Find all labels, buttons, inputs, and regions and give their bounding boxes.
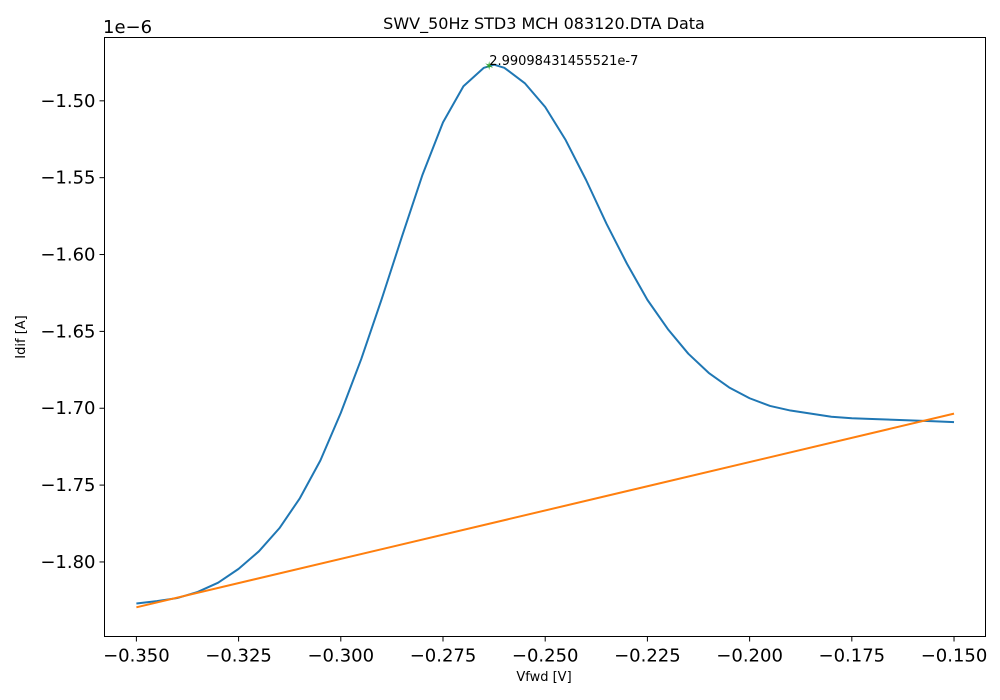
y-tick-label: −1.60 — [40, 245, 95, 266]
x-tick-label: −0.200 — [716, 646, 783, 667]
y-tick-label: −1.80 — [40, 552, 95, 573]
y-tick-label: −1.50 — [40, 91, 95, 112]
x-tick-label: −0.175 — [819, 646, 886, 667]
y-offset-label: 1e−6 — [103, 17, 152, 38]
y-tick-label: −1.70 — [40, 398, 95, 419]
series-line-2 — [136, 412, 955, 609]
peak-marker-icon: ✶ — [484, 59, 494, 73]
x-tick-label: −0.350 — [103, 646, 170, 667]
series-line-1 — [136, 63, 955, 605]
peak-value-label: 2.99098431455521e-7 — [489, 54, 638, 69]
x-tick-label: −0.275 — [410, 646, 477, 667]
y-tick-label: −1.55 — [40, 168, 95, 189]
y-axis-label: Idif [A] — [14, 315, 29, 358]
x-tick-label: −0.300 — [307, 646, 374, 667]
x-tick-label: −0.225 — [614, 646, 681, 667]
chart-title: SWV_50Hz STD3 MCH 083120.DTA Data — [383, 14, 705, 34]
x-tick-label: −0.150 — [921, 646, 988, 667]
y-tick-label: −1.65 — [40, 321, 95, 342]
x-tick-label: −0.325 — [205, 646, 272, 667]
y-axis: −1.80 −1.75 −1.70 −1.65 −1.60 −1.55 −1.50 — [40, 91, 105, 573]
plot-area-frame — [104, 37, 986, 637]
x-axis-label: Vfwd [V] — [516, 670, 571, 685]
x-axis: −0.350 −0.325 −0.300 −0.275 −0.250 −0.225 −0.2… — [103, 636, 988, 667]
y-tick-label: −1.75 — [40, 475, 95, 496]
x-tick-label: −0.250 — [512, 646, 579, 667]
